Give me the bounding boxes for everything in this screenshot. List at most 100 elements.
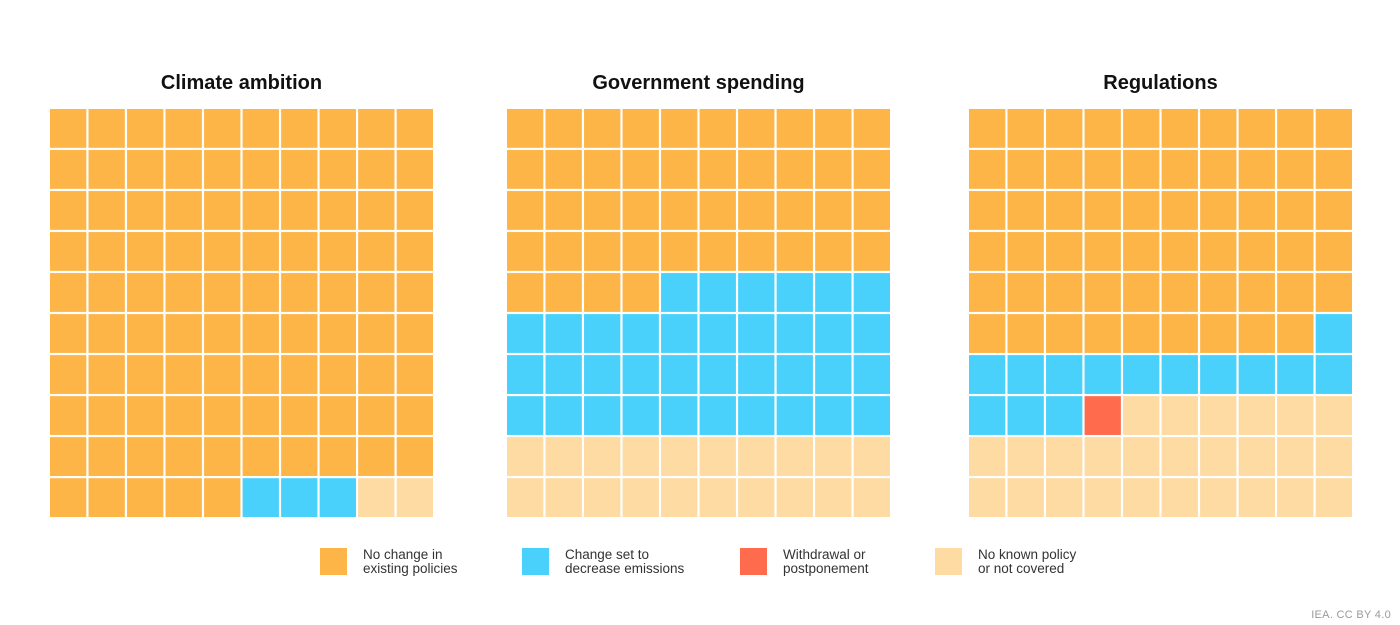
waffle-cell-no-known: [853, 478, 890, 517]
waffle-cell-no-change: [319, 314, 356, 353]
waffle-cell-decrease: [738, 314, 775, 353]
waffle-cell-no-change: [1277, 109, 1314, 148]
waffle-cell-no-change: [1046, 109, 1083, 148]
waffle-cell-no-change: [853, 232, 890, 271]
waffle-cell-no-change: [358, 273, 395, 312]
waffle-cell-no-change: [1161, 273, 1198, 312]
waffle-cell-no-change: [50, 314, 87, 353]
waffle-cell-no-change: [584, 273, 621, 312]
waffle-cell-decrease: [853, 396, 890, 435]
waffle-cell-no-change: [1277, 314, 1314, 353]
waffle-cell-decrease: [584, 396, 621, 435]
waffle-cell-no-known: [815, 437, 852, 476]
waffle-cell-no-change: [1315, 109, 1352, 148]
waffle-cell-no-change: [1200, 109, 1237, 148]
waffle-cell-no-change: [1161, 232, 1198, 271]
waffle-cell-no-change: [358, 150, 395, 189]
waffle-cell-no-change: [815, 232, 852, 271]
waffle-cell-decrease: [661, 396, 698, 435]
waffle-cell-decrease: [738, 396, 775, 435]
waffle-cell-no-change: [853, 109, 890, 148]
waffle-cell-decrease: [507, 355, 544, 394]
waffle-cell-no-change: [1084, 191, 1121, 230]
waffle-cell-no-change: [1238, 191, 1275, 230]
waffle-cell-no-known: [1123, 396, 1160, 435]
waffle-cell-no-change: [88, 437, 125, 476]
waffle-cell-no-change: [396, 355, 433, 394]
legend-label: decrease emissions: [565, 561, 685, 576]
waffle-cell-no-change: [969, 232, 1006, 271]
waffle-cell-no-change: [127, 437, 164, 476]
waffle-cell-no-change: [815, 150, 852, 189]
waffle-cell-no-change: [1277, 150, 1314, 189]
waffle-cell-no-change: [1046, 314, 1083, 353]
waffle-cell-no-change: [622, 191, 659, 230]
waffle-cell-no-known: [1238, 478, 1275, 517]
waffle-cell-no-change: [204, 109, 241, 148]
waffle-cell-no-known: [507, 437, 544, 476]
waffle-cell-no-change: [1238, 314, 1275, 353]
waffle-cell-decrease: [1007, 396, 1044, 435]
waffle-cell-no-change: [969, 150, 1006, 189]
waffle-cell-no-change: [358, 109, 395, 148]
waffle-cell-no-change: [165, 273, 202, 312]
waffle-cell-no-known: [815, 478, 852, 517]
waffle-cell-no-known: [1046, 437, 1083, 476]
waffle-cell-no-change: [969, 109, 1006, 148]
waffle-cell-no-change: [622, 232, 659, 271]
waffle-cell-no-known: [396, 478, 433, 517]
waffle-cell-decrease: [1046, 355, 1083, 394]
waffle-cell-no-change: [507, 191, 544, 230]
waffle-cell-no-change: [1084, 150, 1121, 189]
waffle-cell-no-change: [396, 191, 433, 230]
waffle-cell-decrease: [738, 273, 775, 312]
waffle-cell-decrease: [699, 273, 736, 312]
waffle-cell-no-change: [738, 150, 775, 189]
waffle-cell-no-change: [88, 396, 125, 435]
waffle-cell-decrease: [545, 314, 582, 353]
waffle-cell-decrease: [815, 314, 852, 353]
waffle-cell-no-known: [358, 478, 395, 517]
waffle-cell-no-change: [50, 232, 87, 271]
waffle-cell-no-change: [88, 191, 125, 230]
waffle-cell-no-change: [242, 314, 279, 353]
waffle-cell-no-change: [699, 150, 736, 189]
waffle-cell-no-change: [88, 150, 125, 189]
waffle-cell-no-change: [969, 273, 1006, 312]
waffle-cell-no-change: [545, 191, 582, 230]
waffle-cell-no-change: [1315, 150, 1352, 189]
waffle-cell-no-change: [127, 232, 164, 271]
waffle-cell-no-change: [1161, 150, 1198, 189]
waffle-cell-no-change: [1277, 232, 1314, 271]
waffle-cell-no-change: [1123, 273, 1160, 312]
waffle-cell-no-change: [242, 191, 279, 230]
waffle-cell-no-known: [1315, 437, 1352, 476]
waffle-cell-no-change: [165, 191, 202, 230]
waffle-cell-no-change: [699, 109, 736, 148]
waffle-cell-no-known: [776, 437, 813, 476]
panels: Climate ambition Government spending Regul…: [50, 72, 1352, 517]
waffle-cell-no-change: [319, 109, 356, 148]
waffle-cell-no-change: [281, 191, 318, 230]
waffle-cell-no-known: [1161, 437, 1198, 476]
waffle-cell-no-change: [358, 355, 395, 394]
legend-label: or not covered: [978, 561, 1064, 576]
waffle-cell-no-change: [699, 232, 736, 271]
legend-label: No change in: [363, 547, 443, 562]
waffle-cell-decrease: [319, 478, 356, 517]
waffle-cell-no-change: [1046, 191, 1083, 230]
waffle-cell-no-change: [1200, 191, 1237, 230]
waffle-cell-no-known: [1238, 437, 1275, 476]
waffle-cell-no-change: [127, 396, 164, 435]
waffle-cell-no-change: [396, 273, 433, 312]
waffle-cell-no-change: [1277, 191, 1314, 230]
waffle-cell-no-known: [1277, 437, 1314, 476]
waffle-cell-decrease: [969, 396, 1006, 435]
waffle-cell-no-change: [622, 109, 659, 148]
waffle-cell-no-known: [969, 437, 1006, 476]
waffle-cell-no-known: [969, 478, 1006, 517]
waffle-cell-decrease: [584, 355, 621, 394]
waffle-cell-no-change: [242, 150, 279, 189]
waffle-cell-no-change: [204, 191, 241, 230]
